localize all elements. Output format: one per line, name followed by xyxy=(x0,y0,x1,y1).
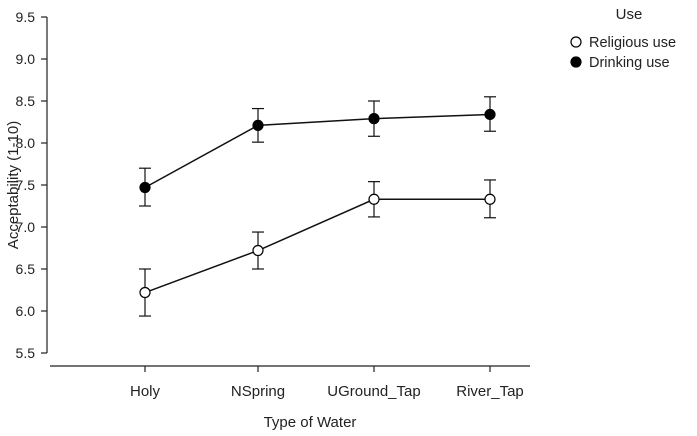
y-tick-label: 8.5 xyxy=(16,93,36,109)
y-tick-label: 6.0 xyxy=(16,303,36,319)
y-tick-label: 7.0 xyxy=(16,219,36,235)
series-line xyxy=(144,113,491,189)
y-ticks: 5.5 6.0 6.5 7.0 7.5 8.0 8.5 9.0 9.5 xyxy=(16,9,47,361)
y-tick-label: 7.5 xyxy=(16,177,36,193)
x-axis-label: Type of Water xyxy=(264,414,357,431)
series-line xyxy=(144,198,490,294)
series-religious-use xyxy=(139,179,496,317)
data-point xyxy=(484,193,496,205)
y-axis-label: Acceptability (1-10) xyxy=(5,121,22,249)
data-point xyxy=(139,181,151,194)
data-point xyxy=(139,286,151,299)
x-tick-label: NSpring xyxy=(231,383,285,400)
y-tick-label: 9.0 xyxy=(16,51,36,67)
y-tick-label: 9.5 xyxy=(16,9,36,25)
legend-label: Drinking use xyxy=(589,55,670,71)
y-tick-label: 5.5 xyxy=(16,345,36,361)
data-point xyxy=(252,119,264,131)
x-tick-label: UGround_Tap xyxy=(327,383,420,400)
x-ticks: Holy NSpring UGround_Tap River_Tap xyxy=(130,366,524,400)
x-tick-label: Holy xyxy=(130,383,161,400)
legend-marker xyxy=(570,36,582,48)
axes: 5.5 6.0 6.5 7.0 7.5 8.0 8.5 9.0 9.5 Holy NSpring U… xyxy=(16,9,530,400)
legend-label: Religious use xyxy=(589,35,676,51)
data-point xyxy=(484,108,496,121)
data-point xyxy=(252,244,264,257)
plot-area xyxy=(139,96,496,317)
legend-marker xyxy=(570,56,582,68)
y-tick-label: 6.5 xyxy=(16,261,36,277)
data-point xyxy=(368,113,380,125)
x-tick-label: River_Tap xyxy=(456,383,524,400)
y-tick-label: 8.0 xyxy=(16,135,36,151)
series-drinking-use xyxy=(139,96,496,207)
legend-title: Use xyxy=(616,6,643,23)
data-point xyxy=(368,193,380,205)
legend: Use Religious use Drinking use xyxy=(570,6,676,71)
